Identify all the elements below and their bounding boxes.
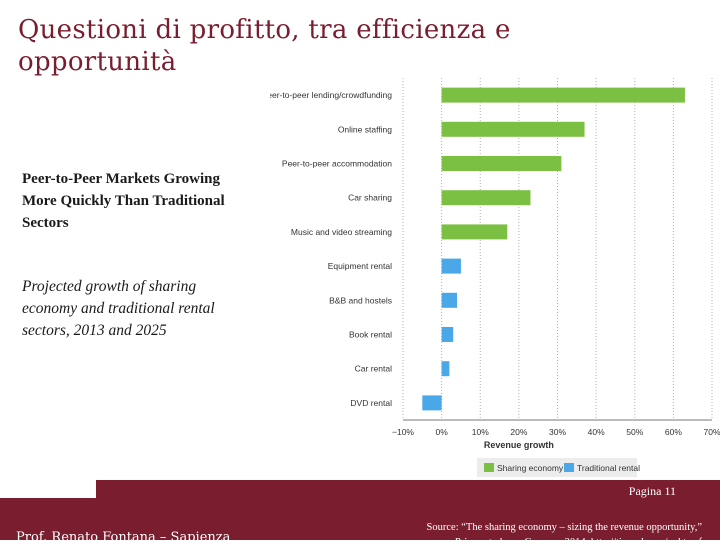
- bar-3: [441, 190, 531, 206]
- bar-7: [441, 327, 454, 342]
- category-label-4: Music and video streaming: [291, 227, 392, 237]
- bar-1: [441, 121, 585, 137]
- x-tick-label-1: 0%: [435, 427, 448, 437]
- category-label-6: B&B and hostels: [329, 295, 392, 305]
- chart-caption: Projected growth of sharing economy and …: [22, 278, 215, 339]
- x-tick-label-2: 10%: [472, 427, 489, 437]
- category-label-3: Car sharing: [348, 193, 392, 203]
- legend-box: [477, 458, 637, 477]
- slide-title: Questioni di profitto, tra efficienza e …: [18, 15, 511, 77]
- bar-2: [441, 156, 562, 171]
- category-label-9: DVD rental: [350, 398, 392, 408]
- legend-label-sharing: Sharing economy: [497, 463, 564, 473]
- x-tick-label-8: 70%: [703, 427, 720, 437]
- x-tick-label-5: 40%: [588, 427, 605, 437]
- legend-label-traditional: Traditional rental: [577, 463, 640, 473]
- category-label-1: Online staffing: [338, 124, 392, 134]
- legend-swatch-sharing: [484, 463, 494, 472]
- category-label-5: Equipment rental: [328, 261, 392, 271]
- author-credit: Prof. Renato Fontana – Sapienza: [16, 530, 231, 545]
- x-tick-label-7: 60%: [665, 427, 682, 437]
- footer-top-band: Pagina 11: [96, 480, 720, 500]
- source-citation: Source: “The sharing economy – sizing th…: [426, 522, 702, 548]
- bar-8: [441, 361, 450, 377]
- bar-6: [441, 292, 458, 308]
- bar-9: [422, 395, 442, 411]
- category-label-7: Book rental: [349, 330, 392, 340]
- chart-canvas: Peer-to-peer lending/crowdfunding Online …: [270, 78, 720, 477]
- x-axis-title: Revenue growth: [484, 440, 554, 450]
- chart-headline: Peer-to-Peer Markets Growing More Quickl…: [22, 171, 225, 231]
- page-number: Pagina 11: [628, 484, 676, 498]
- footer: Pagina 11 Prof. Renato Fontana – Sapienz…: [0, 480, 720, 548]
- x-tick-label-4: 30%: [549, 427, 566, 437]
- x-tick-label-0: −10%: [392, 427, 414, 437]
- x-tick-label-6: 50%: [626, 427, 643, 437]
- category-label-0: Peer-to-peer lending/crowdfunding: [270, 90, 392, 100]
- x-tick-label-3: 20%: [510, 427, 527, 437]
- legend-swatch-traditional: [564, 463, 574, 472]
- bar-0: [441, 87, 685, 103]
- revenue-growth-chart: Peer-to-peer lending/crowdfunding Online …: [270, 78, 720, 480]
- bar-4: [441, 224, 508, 240]
- footer-bottom-band: Prof. Renato Fontana – Sapienza Source: …: [0, 498, 720, 548]
- bar-5: [441, 258, 461, 274]
- category-label-8: Car rental: [355, 364, 392, 374]
- category-label-2: Peer-to-peer accommodation: [282, 159, 392, 169]
